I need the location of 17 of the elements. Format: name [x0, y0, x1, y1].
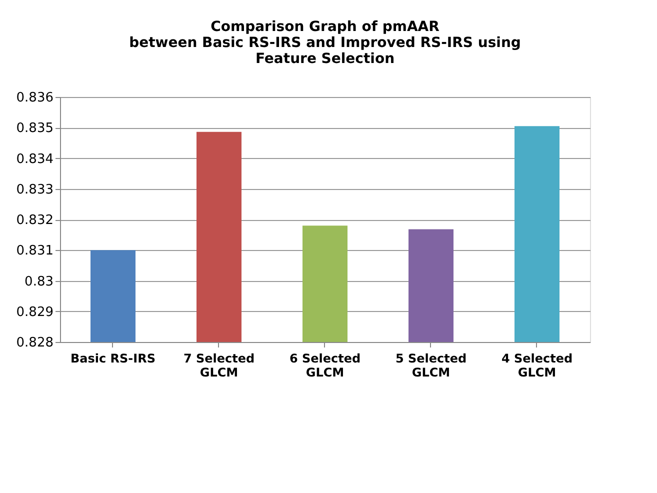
- x-tick-label: 4 Selected GLCM: [501, 352, 573, 380]
- x-tick-label: Basic RS-IRS: [70, 352, 156, 366]
- text: between Basic RS-IRS and Improved RS-IRS using: [129, 35, 521, 51]
- x-tick-label: 7 Selected GLCM: [183, 352, 255, 380]
- text: Feature Selection: [255, 51, 395, 67]
- y-tick-label: 0.828: [16, 336, 54, 350]
- x-tick-label: 5 Selected GLCM: [395, 352, 467, 380]
- y-tick-label: 0.834: [16, 152, 54, 167]
- y-tick-label: 0.831: [16, 244, 54, 259]
- text: Comparison Graph of pmAAR: [210, 19, 440, 35]
- y-tick-label: 0.832: [16, 213, 54, 228]
- y-tick-label: 0.83: [24, 274, 54, 290]
- y-tick-label: 0.835: [16, 121, 54, 136]
- x-tick-label: 6 Selected GLCM: [289, 352, 361, 380]
- y-tick-label: 0.836: [16, 90, 54, 106]
- y-tick-label: 0.829: [16, 304, 54, 320]
- y-tick-label: 0.833: [16, 182, 54, 198]
